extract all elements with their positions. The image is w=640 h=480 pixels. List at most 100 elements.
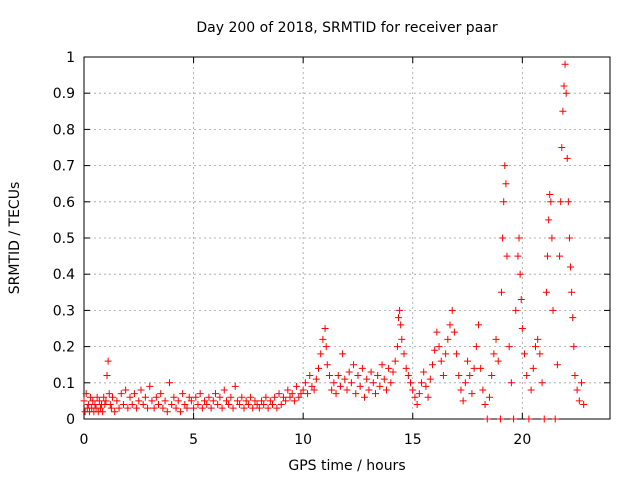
data-point bbox=[187, 397, 195, 405]
data-point bbox=[444, 335, 452, 343]
data-point bbox=[512, 306, 520, 314]
data-point bbox=[411, 393, 419, 401]
data-point bbox=[271, 393, 279, 401]
data-point bbox=[398, 335, 406, 343]
data-point bbox=[525, 415, 533, 423]
data-point bbox=[238, 393, 246, 401]
data-point bbox=[190, 404, 198, 412]
data-point bbox=[322, 343, 330, 351]
data-point bbox=[521, 350, 529, 358]
data-point bbox=[157, 390, 165, 398]
data-point bbox=[84, 401, 92, 409]
data-point bbox=[247, 393, 255, 401]
data-point bbox=[181, 401, 189, 409]
data-point bbox=[306, 372, 314, 380]
data-point bbox=[481, 401, 489, 409]
data-point bbox=[503, 252, 511, 260]
data-point bbox=[290, 397, 298, 405]
data-point bbox=[315, 364, 323, 372]
data-point bbox=[510, 415, 518, 423]
data-point bbox=[561, 60, 569, 68]
data-point bbox=[415, 390, 423, 398]
data-point bbox=[485, 393, 493, 401]
x-tick-label: 15 bbox=[404, 432, 422, 448]
data-point bbox=[80, 397, 88, 405]
data-point bbox=[459, 397, 467, 405]
data-point bbox=[395, 314, 403, 322]
data-point bbox=[502, 180, 510, 188]
data-point bbox=[347, 379, 355, 387]
data-point bbox=[218, 404, 226, 412]
data-point bbox=[297, 390, 305, 398]
x-tick-label: 5 bbox=[189, 432, 198, 448]
data-point bbox=[477, 364, 485, 372]
data-point bbox=[321, 325, 329, 332]
data-point bbox=[330, 379, 338, 387]
data-point bbox=[255, 404, 263, 412]
data-point bbox=[371, 390, 379, 398]
x-tick-label: 20 bbox=[513, 432, 531, 448]
data-point bbox=[500, 198, 508, 206]
data-point bbox=[501, 162, 509, 170]
data-point bbox=[286, 393, 294, 401]
data-point bbox=[103, 372, 111, 380]
data-point bbox=[105, 390, 113, 398]
data-point bbox=[369, 379, 377, 387]
data-point bbox=[507, 379, 515, 387]
data-point bbox=[133, 404, 141, 412]
data-point bbox=[442, 350, 450, 358]
y-tick-label: 0.8 bbox=[53, 122, 75, 138]
data-point bbox=[196, 390, 204, 398]
data-point bbox=[150, 404, 158, 412]
data-point bbox=[345, 368, 353, 376]
data-point bbox=[264, 404, 272, 412]
data-point bbox=[176, 408, 184, 416]
data-point bbox=[89, 397, 97, 405]
data-point bbox=[299, 386, 307, 394]
data-point bbox=[192, 393, 200, 401]
data-point bbox=[569, 314, 577, 322]
data-point bbox=[334, 372, 342, 380]
data-point bbox=[523, 372, 531, 380]
data-point bbox=[146, 382, 154, 390]
data-point bbox=[573, 386, 581, 394]
x-tick-label: 10 bbox=[294, 432, 312, 448]
data-point bbox=[571, 372, 579, 380]
data-point bbox=[317, 350, 325, 358]
data-point bbox=[148, 397, 156, 405]
data-point bbox=[385, 364, 393, 372]
data-point bbox=[397, 321, 405, 329]
data-point bbox=[262, 393, 270, 401]
data-point bbox=[209, 397, 217, 405]
data-point bbox=[380, 375, 388, 383]
data-point bbox=[387, 379, 395, 387]
data-point bbox=[389, 368, 397, 376]
x-tick-label: 0 bbox=[80, 432, 89, 448]
data-point bbox=[350, 361, 358, 369]
data-point bbox=[407, 379, 415, 387]
data-point bbox=[91, 401, 99, 409]
data-point bbox=[284, 386, 292, 394]
data-point bbox=[461, 379, 469, 387]
data-point bbox=[225, 401, 233, 409]
data-point bbox=[99, 408, 107, 416]
data-point bbox=[168, 401, 176, 409]
data-point bbox=[439, 372, 447, 380]
y-tick-label: 0.7 bbox=[53, 159, 75, 175]
data-point bbox=[194, 401, 202, 409]
data-point bbox=[172, 404, 180, 412]
data-point bbox=[426, 375, 434, 383]
data-point bbox=[404, 372, 412, 380]
data-point bbox=[249, 404, 257, 412]
data-point bbox=[144, 404, 152, 412]
data-point bbox=[310, 386, 318, 394]
data-point bbox=[567, 263, 575, 271]
data-point bbox=[457, 386, 465, 394]
data-point bbox=[540, 415, 548, 423]
data-point bbox=[534, 335, 542, 343]
data-point bbox=[117, 390, 125, 398]
data-point bbox=[557, 198, 565, 206]
data-point bbox=[354, 372, 362, 380]
data-point bbox=[260, 401, 268, 409]
data-points bbox=[80, 60, 588, 423]
